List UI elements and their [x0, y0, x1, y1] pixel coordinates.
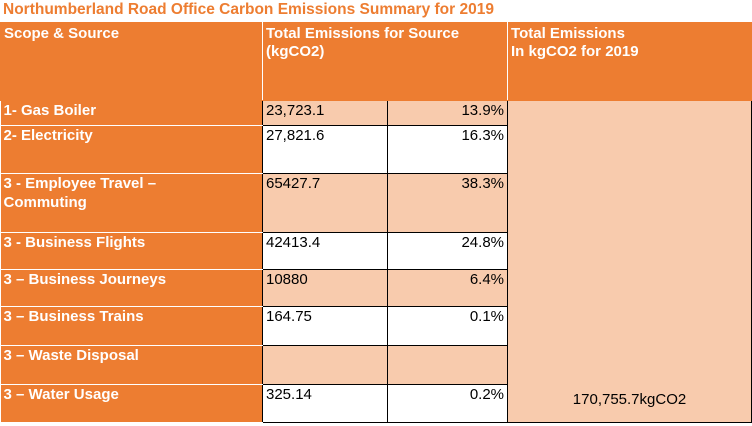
table-row: 3 – Business Trains 164.75 0.1% [0, 306, 752, 346]
grand-total-cell: 170,755.7kgCO2 [507, 100, 752, 423]
emission-percent: 24.8% [386, 232, 509, 270]
page-title: Northumberland Road Office Carbon Emissi… [3, 1, 494, 18]
header-total-year: Total Emissions In kgCO2 for 2019 [507, 22, 752, 101]
source-label: 3 – Water Usage [0, 384, 263, 423]
emissions-table: Scope & Source Total Emissions for Sourc… [0, 22, 752, 423]
header-row: Scope & Source Total Emissions for Sourc… [0, 22, 752, 101]
emission-value: 10880 [262, 269, 388, 307]
source-label: 3 – Business Journeys [0, 269, 263, 307]
emission-percent: 38.3% [386, 173, 509, 233]
header-total-source: Total Emissions for Source (kgCO2) [261, 22, 509, 101]
source-label: 3 – Waste Disposal [0, 345, 263, 385]
emission-percent: 0.1% [386, 306, 509, 346]
emission-value: 23,723.1 [262, 100, 388, 126]
table-row: 3 – Water Usage 325.14 0.2% [0, 384, 752, 423]
header-scope-source: Scope & Source [0, 22, 263, 101]
source-label: 1- Gas Boiler [0, 100, 263, 126]
emission-percent: 6.4% [386, 269, 509, 307]
emission-percent: 0.2% [386, 384, 509, 423]
emission-value: 42413.4 [262, 232, 388, 270]
emission-percent: 16.3% [386, 125, 509, 174]
emission-value: 164.75 [262, 306, 388, 346]
table-row: 1- Gas Boiler 23,723.1 13.9% 170,755.7kg… [0, 100, 752, 423]
table-row: 3 - Business Flights 42413.4 24.8% [0, 232, 752, 270]
emission-value: 65427.7 [262, 173, 388, 233]
source-label: 3 – Business Trains [0, 306, 263, 346]
emission-value: 325.14 [262, 384, 388, 423]
emission-value [262, 345, 388, 385]
source-label: 3 - Business Flights [0, 232, 263, 270]
table-row: 3 – Waste Disposal [0, 345, 752, 385]
grand-total: 170,755.7kgCO2 [572, 391, 687, 408]
emission-percent [386, 345, 509, 385]
source-label: 3 - Employee Travel – Commuting [0, 173, 263, 233]
emission-percent: 13.9% [386, 100, 509, 126]
source-label: 2- Electricity [0, 125, 263, 174]
emission-value: 27,821.6 [262, 125, 388, 174]
